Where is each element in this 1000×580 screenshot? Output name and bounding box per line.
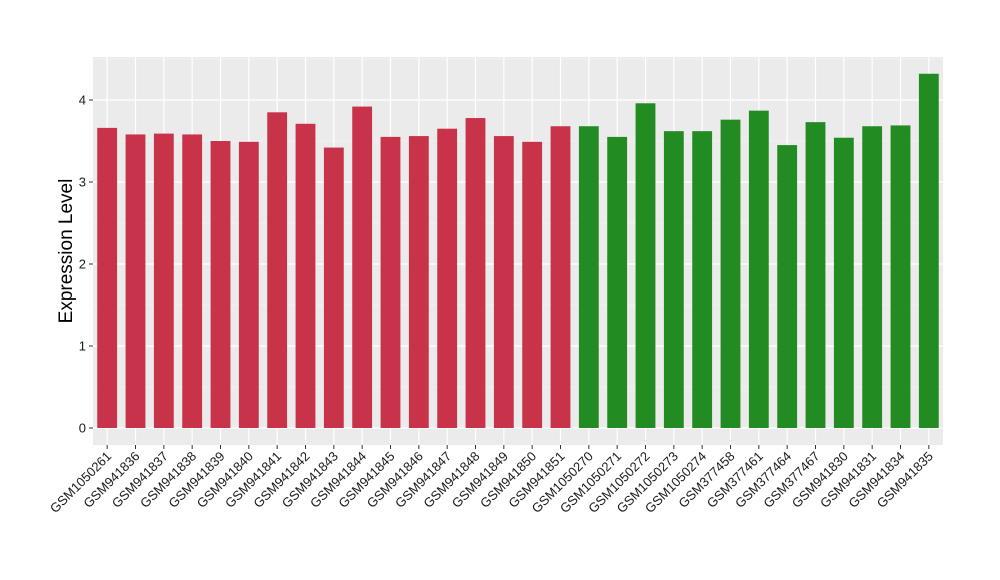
bar-GSM377464 xyxy=(777,145,798,428)
y-axis-title: Expression Level xyxy=(56,179,77,324)
bar-GSM941845 xyxy=(380,136,401,428)
bar-GSM1050274 xyxy=(692,131,713,428)
bar-GSM941838 xyxy=(182,134,203,428)
bar-GSM941846 xyxy=(408,136,429,428)
bar-GSM1050271 xyxy=(607,136,628,428)
bar-GSM377461 xyxy=(748,110,769,428)
bar-GSM941847 xyxy=(437,128,458,428)
bar-GSM377458 xyxy=(720,119,741,429)
bar-GSM941841 xyxy=(267,112,288,429)
plot-panel xyxy=(93,57,943,445)
y-axis: 0 1 2 3 4 xyxy=(79,93,93,436)
bar-GSM941848 xyxy=(465,118,486,428)
bar-GSM941850 xyxy=(522,141,543,428)
bar-GSM941851 xyxy=(550,126,571,429)
bar-GSM941849 xyxy=(493,136,514,428)
bar-GSM941843 xyxy=(323,147,344,428)
bar-GSM1050261 xyxy=(97,127,118,428)
bar-GSM941840 xyxy=(238,141,259,428)
bar-GSM941844 xyxy=(352,106,373,428)
bar-GSM377467 xyxy=(805,122,826,428)
bar-GSM941836 xyxy=(125,134,146,428)
bar-GSM941839 xyxy=(210,141,231,428)
y-tick-label: 1 xyxy=(79,339,86,354)
bar-GSM1050273 xyxy=(663,131,684,428)
bars xyxy=(97,73,939,429)
bar-GSM1050272 xyxy=(635,103,656,428)
y-tick-label: 4 xyxy=(79,93,86,108)
bar-GSM1050270 xyxy=(578,126,599,429)
y-tick-label: 2 xyxy=(79,257,86,272)
bar-GSM941830 xyxy=(833,137,854,428)
y-tick-label: 0 xyxy=(79,421,86,436)
bar-GSM941842 xyxy=(295,123,316,428)
x-axis: GSM1050261GSM941836GSM941837GSM941838GSM… xyxy=(47,445,936,516)
bar-GSM941835 xyxy=(918,73,939,428)
bar-GSM941831 xyxy=(862,126,883,429)
bar-GSM941834 xyxy=(890,125,911,429)
y-tick-label: 3 xyxy=(79,175,86,190)
bar-GSM941837 xyxy=(153,133,174,428)
